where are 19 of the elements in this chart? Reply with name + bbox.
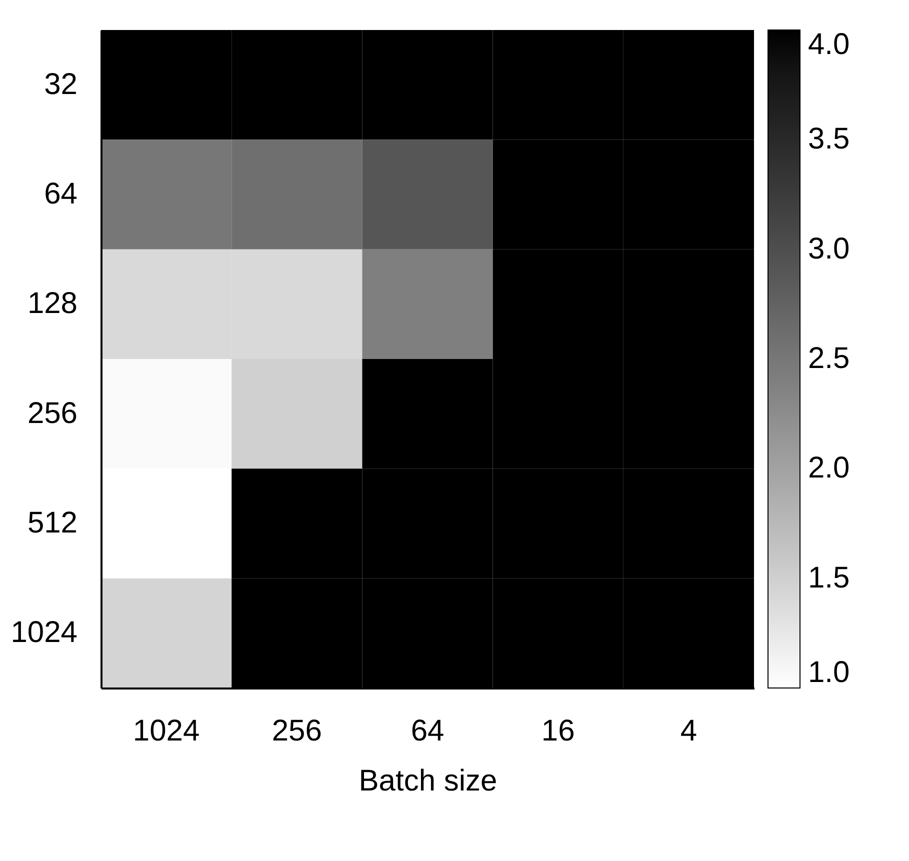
- color-bar-label: 2.0: [808, 452, 850, 485]
- x-tick-label: 64: [410, 714, 444, 748]
- color-bar-label: 3.0: [808, 232, 850, 266]
- y-tick-label: 512: [27, 506, 78, 540]
- color-bar-label: 3.5: [808, 122, 850, 156]
- x-tick-label: 16: [541, 714, 575, 748]
- y-tick-label: 1024: [10, 616, 78, 650]
- x-tick-label: 256: [272, 714, 322, 748]
- y-tick-label: 256: [27, 396, 78, 430]
- y-tick-label: 128: [27, 287, 78, 320]
- x-tick-label: 1024: [132, 714, 200, 748]
- y-tick-label: 32: [44, 68, 78, 101]
- color-bar-label: 4.0: [808, 28, 850, 61]
- x-tick-label: 4: [680, 714, 698, 748]
- y-tick-label: 64: [44, 178, 78, 210]
- x-axis-title: Batch size: [358, 764, 498, 798]
- color-bar-label: 2.5: [808, 342, 850, 375]
- color-bar-label: 1.0: [808, 656, 850, 689]
- color-bar-label: 1.5: [808, 561, 850, 594]
